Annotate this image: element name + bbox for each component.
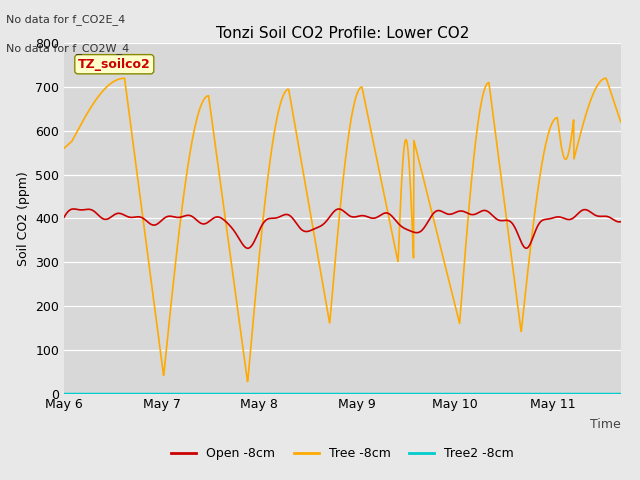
Text: TZ_soilco2: TZ_soilco2	[78, 58, 150, 71]
Tree -8cm	[126, 118, 134, 123]
Tree -8cm	[244, 379, 252, 384]
Title: Tonzi Soil CO2 Profile: Lower CO2: Tonzi Soil CO2 Profile: Lower CO2	[216, 25, 469, 41]
Y-axis label: Soil CO2 (ppm): Soil CO2 (ppm)	[17, 171, 29, 266]
Tree -8cm	[308, 222, 316, 228]
Open -8cm	[617, 219, 625, 225]
Open -8cm	[319, 222, 326, 228]
Tree -8cm	[121, 75, 129, 81]
Tree2 -8cm	[318, 391, 326, 396]
Open -8cm	[297, 226, 305, 232]
Tree2 -8cm	[60, 391, 68, 396]
Tree -8cm	[60, 145, 68, 151]
Text: No data for f_CO2W_4: No data for f_CO2W_4	[6, 43, 130, 54]
Tree -8cm	[617, 119, 625, 125]
Text: Time: Time	[590, 418, 621, 431]
Open -8cm	[126, 215, 134, 220]
Line: Open -8cm: Open -8cm	[64, 209, 621, 248]
Legend: Open -8cm, Tree -8cm, Tree2 -8cm: Open -8cm, Tree -8cm, Tree2 -8cm	[166, 442, 519, 465]
Tree2 -8cm	[617, 391, 625, 396]
Tree2 -8cm	[296, 391, 304, 396]
Open -8cm	[308, 227, 316, 233]
Tree2 -8cm	[308, 391, 316, 396]
Open -8cm	[244, 245, 252, 251]
Tree2 -8cm	[103, 391, 111, 396]
Tree -8cm	[103, 84, 111, 89]
Text: No data for f_CO2E_4: No data for f_CO2E_4	[6, 14, 125, 25]
Open -8cm	[70, 206, 77, 212]
Tree2 -8cm	[126, 391, 134, 396]
Line: Tree -8cm: Tree -8cm	[64, 78, 621, 382]
Open -8cm	[378, 212, 385, 217]
Tree -8cm	[378, 180, 385, 185]
Open -8cm	[104, 216, 111, 222]
Tree -8cm	[319, 280, 326, 286]
Open -8cm	[60, 215, 68, 220]
Tree2 -8cm	[377, 391, 385, 396]
Tree -8cm	[297, 156, 305, 162]
